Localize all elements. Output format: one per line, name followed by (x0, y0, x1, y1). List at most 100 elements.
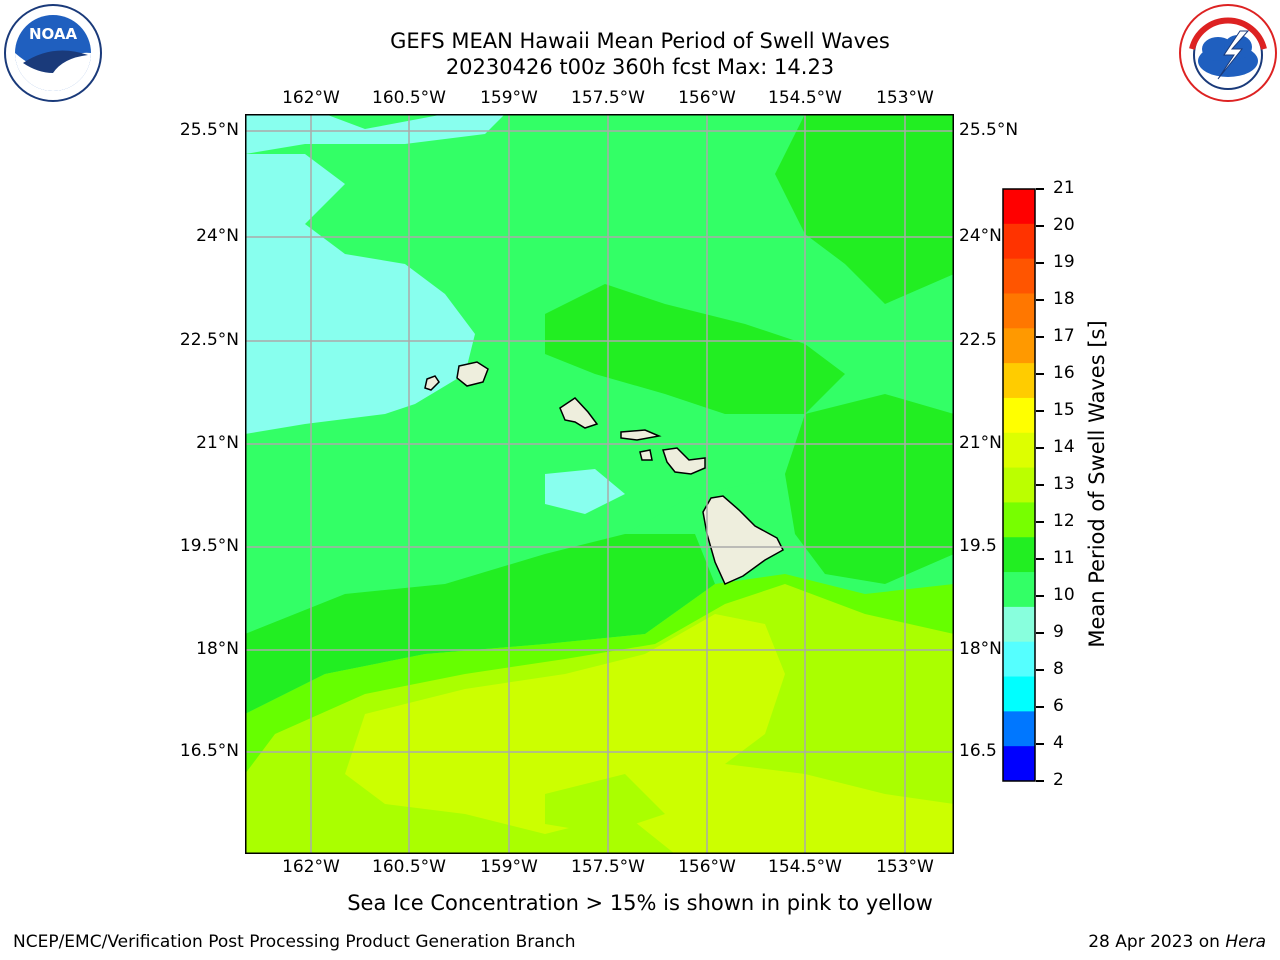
colorbar-segment (1003, 641, 1035, 678)
contour-9-10-top (245, 114, 505, 154)
lon-label-bottom-3: 157.5°W (571, 857, 645, 877)
colorbar-tick-mark (1036, 669, 1044, 671)
lat-label-right-1: 24°N (959, 226, 1002, 246)
lat-label-left-5: 18°N (196, 639, 239, 659)
lat-label-right-5: 18°N (959, 639, 1002, 659)
colorbar-segment (1003, 432, 1035, 469)
colorbar-tick-mark (1036, 410, 1044, 412)
colorbar-tick-label: 4 (1053, 733, 1064, 753)
lon-label-top-4: 156°W (678, 88, 736, 108)
lon-label-top-1: 160.5°W (372, 88, 446, 108)
colorbar-segment (1003, 676, 1035, 712)
colorbar-tick-label: 6 (1053, 696, 1064, 716)
colorbar-segment (1003, 537, 1035, 573)
colorbar-tick-label: 15 (1053, 400, 1075, 420)
colorbar-tick-mark (1036, 373, 1044, 375)
lat-label-left-3: 21°N (196, 433, 239, 453)
colorbar-tick-mark (1036, 225, 1044, 227)
lat-label-right-0: 25.5°N (959, 120, 1019, 140)
lat-label-right-6: 16.5 (959, 741, 997, 761)
colorbar-label: Mean Period of Swell Waves [s] (1085, 320, 1109, 648)
lon-label-top-6: 153°W (876, 88, 934, 108)
noaa-logo: NOAA (4, 4, 102, 102)
footer-branch: NCEP/EMC/Verification Post Processing Pr… (13, 932, 576, 952)
lat-label-right-2: 22.5 (959, 330, 997, 350)
colorbar-tick-mark (1036, 447, 1044, 449)
colorbar-segment (1003, 328, 1035, 364)
colorbar-segment (1003, 189, 1035, 225)
colorbar-tick-mark (1036, 743, 1044, 745)
colorbar-tick-mark (1036, 299, 1044, 301)
island-molokai (620, 429, 662, 441)
colorbar-tick-mark (1036, 558, 1044, 560)
colorbar-tick-mark (1036, 484, 1044, 486)
colorbar-segment (1003, 223, 1035, 260)
colorbar-tick-label: 10 (1053, 585, 1075, 605)
map-title: GEFS MEAN Hawaii Mean Period of Swell Wa… (390, 29, 890, 53)
lat-label-left-6: 16.5°N (179, 741, 239, 761)
lat-label-left-4: 19.5°N (179, 536, 239, 556)
contour-11-12 (775, 114, 954, 304)
island-kauai (456, 361, 489, 387)
colorbar-segment (1003, 397, 1035, 434)
map-subtitle: 20230426 t00z 360h fcst Max: 14.23 (445, 55, 835, 79)
colorbar-tick-label: 8 (1053, 659, 1064, 679)
footer-host: Hera (1225, 932, 1266, 952)
map-frame (245, 114, 954, 854)
colorbar-tick-label: 20 (1053, 215, 1075, 235)
contour-11-12-east (785, 394, 954, 584)
lon-label-bottom-0: 162°W (282, 857, 340, 877)
lon-label-bottom-4: 156°W (678, 857, 736, 877)
lat-label-right-4: 19.5 (959, 536, 997, 556)
contour-11-12-south (245, 534, 715, 714)
island-niihau (424, 375, 440, 391)
lat-label-left-2: 22.5°N (179, 330, 239, 350)
colorbar-segment (1003, 711, 1035, 747)
colorbar-segment (1003, 258, 1035, 294)
lon-label-top-3: 157.5°W (571, 88, 645, 108)
island-maui (662, 447, 706, 475)
lon-label-bottom-2: 159°W (480, 857, 538, 877)
footer-date: 28 Apr 2023 on Hera (1088, 932, 1266, 952)
grid-lines (245, 114, 954, 854)
contour-9-10-west (245, 154, 475, 434)
colorbar (1002, 188, 1036, 782)
contour-13-14-patch (545, 774, 665, 834)
colorbar-tick-label: 13 (1053, 474, 1075, 494)
colorbar-tick-mark (1036, 188, 1044, 190)
colorbar-tick-label: 21 (1053, 178, 1075, 198)
footer-date-text: 28 Apr 2023 on (1088, 932, 1226, 952)
nws-logo (1179, 4, 1277, 102)
sea-ice-caption: Sea Ice Concentration > 15% is shown in … (347, 891, 933, 915)
lon-label-top-0: 162°W (282, 88, 340, 108)
colorbar-tick-label: 12 (1053, 511, 1075, 531)
lat-label-left-1: 24°N (196, 226, 239, 246)
colorbar-tick-label: 17 (1053, 326, 1075, 346)
colorbar-tick-mark (1036, 521, 1044, 523)
colorbar-tick-label: 19 (1053, 252, 1075, 272)
colorbar-segment (1003, 293, 1035, 329)
contour-9-10-patch (545, 469, 625, 514)
colorbar-tick-label: 16 (1053, 363, 1075, 383)
colorbar-segment (1003, 502, 1035, 538)
lon-label-top-5: 154.5°W (768, 88, 842, 108)
colorbar-segment (1003, 467, 1035, 503)
lon-label-top-2: 159°W (480, 88, 538, 108)
colorbar-frame (1002, 188, 1036, 782)
colorbar-tick-mark (1036, 632, 1044, 634)
colorbar-tick-label: 9 (1053, 622, 1064, 642)
noaa-logo-text: NOAA (29, 25, 78, 43)
colorbar-segment (1003, 746, 1035, 782)
colorbar-tick-label: 11 (1053, 548, 1075, 568)
colorbar-tick-mark (1036, 336, 1044, 338)
lon-label-bottom-5: 154.5°W (768, 857, 842, 877)
colorbar-tick-mark (1036, 595, 1044, 597)
contour-14-15 (345, 614, 954, 854)
island-oahu (559, 397, 599, 429)
colorbar-tick-mark (1036, 780, 1044, 782)
colorbar-tick-label: 18 (1053, 289, 1075, 309)
lat-label-left-0: 25.5°N (179, 120, 239, 140)
colorbar-tick-label: 2 (1053, 770, 1064, 790)
lon-label-bottom-6: 153°W (876, 857, 934, 877)
contour-11-12-north (545, 284, 845, 414)
